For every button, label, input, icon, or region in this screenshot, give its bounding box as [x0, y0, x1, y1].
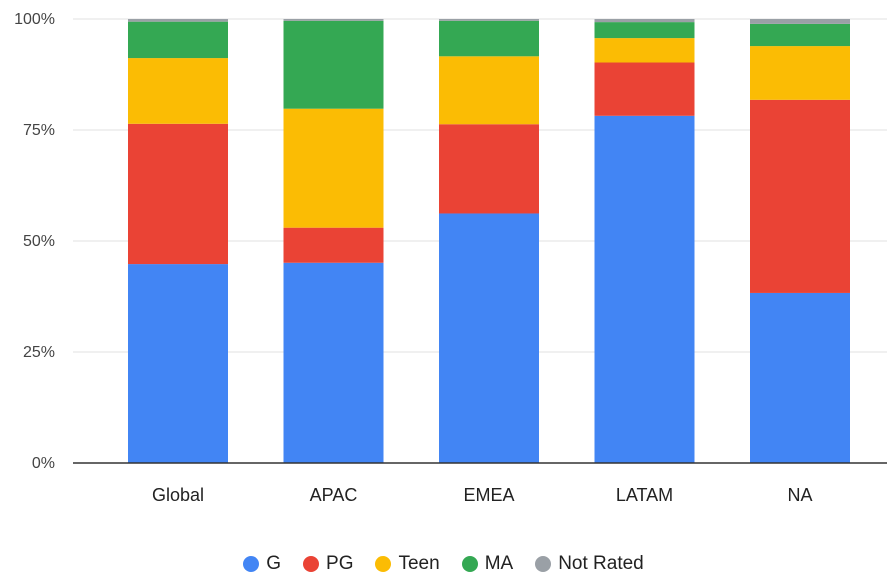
legend-label: Not Rated	[558, 553, 644, 574]
y-tick-label: 25%	[23, 344, 55, 361]
bar-segment-not-rated	[750, 19, 850, 24]
bar-segment-teen	[283, 108, 384, 228]
bar-segment-pg	[439, 124, 539, 214]
chart-legend: G PG Teen MA Not Rated	[0, 553, 887, 575]
bar-segment-teen	[128, 58, 228, 124]
bar-segment-g	[128, 264, 228, 463]
bar-segment-ma	[283, 20, 384, 109]
legend-item: G	[243, 553, 281, 575]
y-tick-label: 100%	[14, 11, 55, 28]
legend-item: Not Rated	[535, 553, 644, 575]
bar-segment-not-rated	[283, 19, 384, 21]
x-tick-label: NA	[787, 485, 812, 505]
legend-swatch-icon	[375, 556, 392, 572]
bar-segment-teen	[594, 38, 695, 63]
legend-swatch-icon	[461, 556, 478, 572]
y-tick-label: 0%	[32, 455, 55, 472]
legend-swatch-icon	[535, 556, 552, 572]
legend-item: PG	[303, 553, 353, 575]
bar-segment-pg	[594, 62, 695, 116]
bar-segment-ma	[128, 21, 228, 59]
bar-segment-not-rated	[439, 19, 539, 21]
legend-label: MA	[484, 553, 514, 574]
y-tick-label: 50%	[23, 233, 55, 250]
bar-segment-pg	[283, 227, 384, 263]
bar-segment-ma	[439, 20, 539, 57]
stacked-bar-chart: 0% 25% 50% 75% 100% Global APAC EMEA LATAM NA	[14, 11, 887, 505]
legend-item: Teen	[375, 553, 440, 575]
bar-segment-teen	[750, 46, 850, 100]
bar-segment-not-rated	[128, 19, 228, 22]
legend-label: Teen	[398, 553, 440, 574]
x-tick-label: Global	[152, 485, 204, 505]
bar-segment-g	[750, 292, 850, 463]
bar-segment-pg	[750, 99, 850, 293]
x-tick-label: EMEA	[463, 485, 514, 505]
legend-swatch-icon	[303, 556, 320, 572]
x-tick-label: APAC	[310, 485, 358, 505]
legend-label: G	[266, 553, 282, 574]
bar-segment-g	[283, 262, 384, 463]
bar-segment-pg	[128, 123, 228, 265]
x-tick-label: LATAM	[616, 485, 673, 505]
legend-swatch-icon	[243, 556, 260, 572]
bar-segment-ma	[594, 22, 695, 39]
bar-segment-g	[594, 115, 695, 464]
bar-segment-g	[439, 213, 539, 463]
bar-segment-teen	[439, 56, 539, 125]
bar-segment-not-rated	[594, 19, 695, 23]
bar-segment-ma	[750, 23, 850, 47]
legend-item: MA	[461, 553, 514, 575]
legend-label: PG	[326, 553, 354, 574]
y-tick-label: 75%	[23, 122, 55, 139]
